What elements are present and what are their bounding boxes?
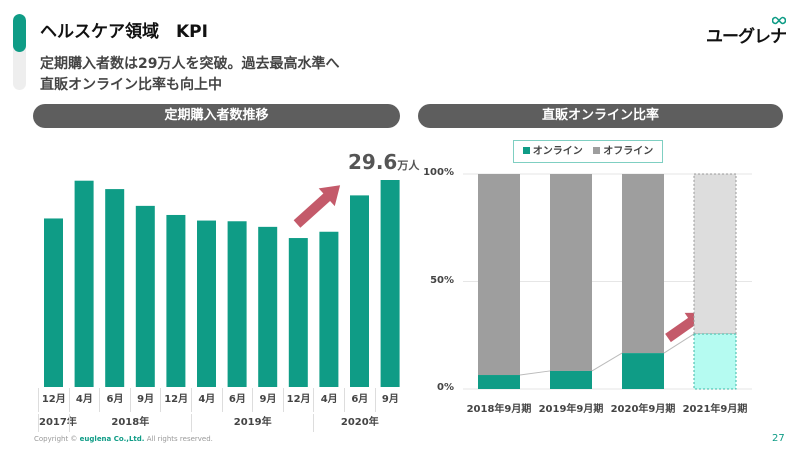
- page-title: ヘルスケア領域 KPI: [40, 22, 208, 42]
- subtitle-line: 直販オンライン比率も向上中: [40, 77, 222, 93]
- title-accent-bar: [13, 14, 26, 90]
- y-tick-label: 0%: [437, 382, 454, 393]
- x-tick-label: 2020年9月期: [610, 404, 676, 415]
- offline-bar-2: [622, 174, 664, 354]
- left-chart-title: 定期購入者数推移: [33, 104, 400, 128]
- bar-1: [74, 180, 94, 387]
- offline-bar-1: [550, 174, 592, 371]
- series-connector: [663, 333, 695, 354]
- online-bar-2: [622, 353, 664, 389]
- subtitle-line: 定期購入者数は29万人を突破。過去最高水準へ: [40, 56, 340, 72]
- legend-online: オンライン: [532, 146, 583, 157]
- callout-unit: 万人: [397, 159, 420, 172]
- chart-legend: オンライン オフライン: [513, 140, 663, 163]
- page-number: 27: [772, 433, 785, 444]
- x-tick-label: 2021年9月期: [682, 404, 748, 415]
- year-label: 2020年: [313, 414, 405, 432]
- year-label: 2017年: [38, 414, 77, 432]
- legend-offline: オフライン: [603, 146, 654, 157]
- x-tick-label: 9月: [129, 388, 161, 412]
- y-tick-label: 50%: [430, 274, 454, 286]
- x-tick-label: 4月: [68, 388, 100, 412]
- x-tick-label: 12月: [160, 388, 191, 412]
- x-tick-label: 6月: [99, 388, 130, 412]
- bar-10: [350, 195, 369, 387]
- online-bar-1: [550, 370, 592, 389]
- online-bar-3: [693, 333, 737, 390]
- offline-bar-0: [478, 174, 520, 376]
- x-tick-label: 9月: [252, 388, 283, 412]
- bar-11: [380, 180, 400, 387]
- logo-infinity-icon: [772, 16, 786, 25]
- bar-3: [135, 205, 155, 387]
- bar-9: [319, 231, 339, 387]
- bar-5: [197, 220, 216, 387]
- right-chart-title: 直販オンライン比率: [418, 104, 783, 128]
- series-connector: [519, 370, 551, 376]
- callout-number: 29.6: [348, 150, 398, 174]
- bar-8: [288, 238, 308, 387]
- bar-2: [105, 189, 125, 387]
- offline-bar-3: [693, 173, 737, 335]
- y-tick-label: 100%: [423, 167, 454, 178]
- x-tick-label: 4月: [313, 388, 344, 412]
- year-label: 2019年: [191, 414, 313, 432]
- x-tick-label: 6月: [344, 388, 375, 412]
- online-swatch: [522, 147, 530, 154]
- series-connector: [591, 352, 623, 372]
- page-subtitle: 定期購入者数は29万人を突破。過去最高水準へ 直販オンライン比率も向上中: [40, 54, 339, 96]
- bar-0: [44, 218, 63, 387]
- company-logo: ユーグレナ: [706, 27, 787, 47]
- x-tick-label: 6月: [221, 388, 253, 412]
- x-tick-label: 9月: [374, 388, 406, 412]
- copyright: Copyright © euglena Co.,Ltd. All rights …: [34, 435, 213, 443]
- offline-swatch: [593, 147, 601, 154]
- x-tick-label: 4月: [191, 388, 222, 412]
- x-tick-label: 2019年9月期: [538, 404, 604, 415]
- x-tick-label: 12月: [282, 388, 314, 412]
- year-label: 2018年: [68, 414, 191, 432]
- bar-4: [166, 214, 186, 387]
- bar-6: [227, 221, 247, 387]
- callout-value: 29.6万人: [348, 150, 419, 174]
- online-bar-0: [478, 375, 520, 389]
- bar-7: [258, 226, 278, 387]
- x-tick-label: 2018年9月期: [466, 404, 532, 415]
- x-tick-label: 12月: [38, 388, 69, 412]
